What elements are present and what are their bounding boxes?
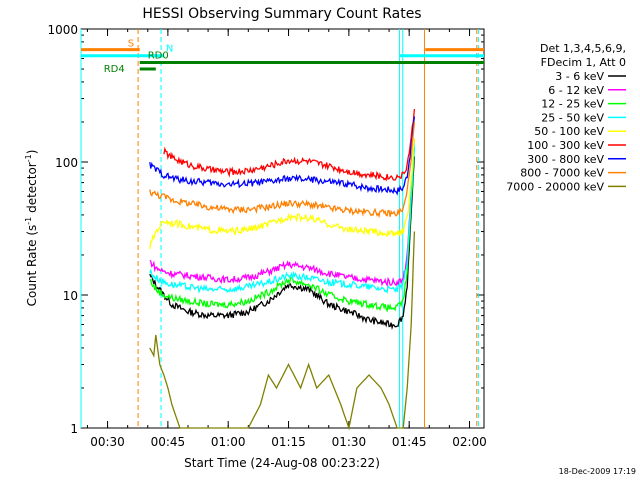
legend-label-6-12-kev: 6 - 12 keV: [548, 84, 604, 97]
legend-label-12-25-kev: 12 - 25 keV: [541, 98, 604, 111]
x-tick-label: 01:30: [332, 435, 367, 449]
date-stamp: 18-Dec-2009 17:19: [559, 467, 636, 476]
series-line-6-12-kev: [149, 138, 416, 288]
x-tick-label: 01:00: [211, 435, 246, 449]
y-axis-title-middle: detector: [25, 162, 39, 217]
y-tick-label: 100: [55, 156, 78, 170]
series-line-800-7000-kev: [149, 121, 416, 219]
y-axis-title-exponent-2: -1: [24, 154, 33, 162]
x-axis-title: Start Time (24-Aug-08 00:23:22): [184, 456, 380, 470]
x-tick-label: 00:45: [151, 435, 186, 449]
legend: Det 1,3,4,5,6,9,FDecim 1, Att 03 - 6 keV…: [506, 42, 626, 193]
y-axis-title-end: ): [25, 150, 39, 155]
x-tick-label: 01:15: [271, 435, 306, 449]
y-tick-label: 1000: [47, 23, 78, 37]
chart-title: HESSI Observing Summary Count Rates: [142, 6, 421, 22]
marker-label-rd4: RD4: [104, 64, 125, 75]
series-line-100-300-kev: [163, 109, 416, 182]
plot-frame: [80, 28, 485, 429]
legend-label-300-800-kev: 300 - 800 keV: [527, 153, 604, 166]
legend-header-line: Det 1,3,4,5,6,9,: [540, 42, 626, 55]
legend-label-25-50-kev: 25 - 50 keV: [541, 111, 604, 124]
marker-label-n: N: [166, 44, 173, 55]
legend-header-line: FDecim 1, Att 0: [541, 56, 626, 69]
legend-label-100-300-kev: 100 - 300 keV: [527, 139, 604, 152]
y-axis-title-main: Count Rate (s: [25, 225, 39, 307]
marker-label-s: S: [128, 39, 134, 50]
series-line-12-25-kev: [149, 146, 416, 313]
x-tick-label: 00:30: [90, 435, 125, 449]
y-axis-title: Count Rate (s-1 detector-1): [24, 150, 39, 307]
series-line-300-800-kev: [149, 116, 416, 196]
x-tick-label: 02:00: [452, 435, 487, 449]
y-axis-title-exponent-1: -1: [24, 217, 33, 225]
y-tick-label: 1: [70, 422, 78, 436]
x-tick-label: 01:45: [392, 435, 427, 449]
plot-area: 1 10 100 1000 00:30 00:45 01:00 01:15 01:30 01:45…: [47, 23, 486, 449]
series-line-7000-20000-kev: [149, 231, 416, 431]
series-line-3-6-kev: [149, 156, 416, 331]
marker-label-rd0: RD0: [148, 50, 169, 61]
legend-label-3-6-kev: 3 - 6 keV: [555, 70, 604, 83]
y-tick-label: 10: [63, 289, 78, 303]
legend-label-50-100-kev: 50 - 100 keV: [534, 125, 604, 138]
series-line-25-50-kev: [149, 142, 416, 294]
legend-label-7000-20000-kev: 7000 - 20000 keV: [506, 180, 604, 193]
series-line-50-100-kev: [149, 138, 416, 249]
legend-label-800-7000-kev: 800 - 7000 keV: [520, 167, 604, 180]
